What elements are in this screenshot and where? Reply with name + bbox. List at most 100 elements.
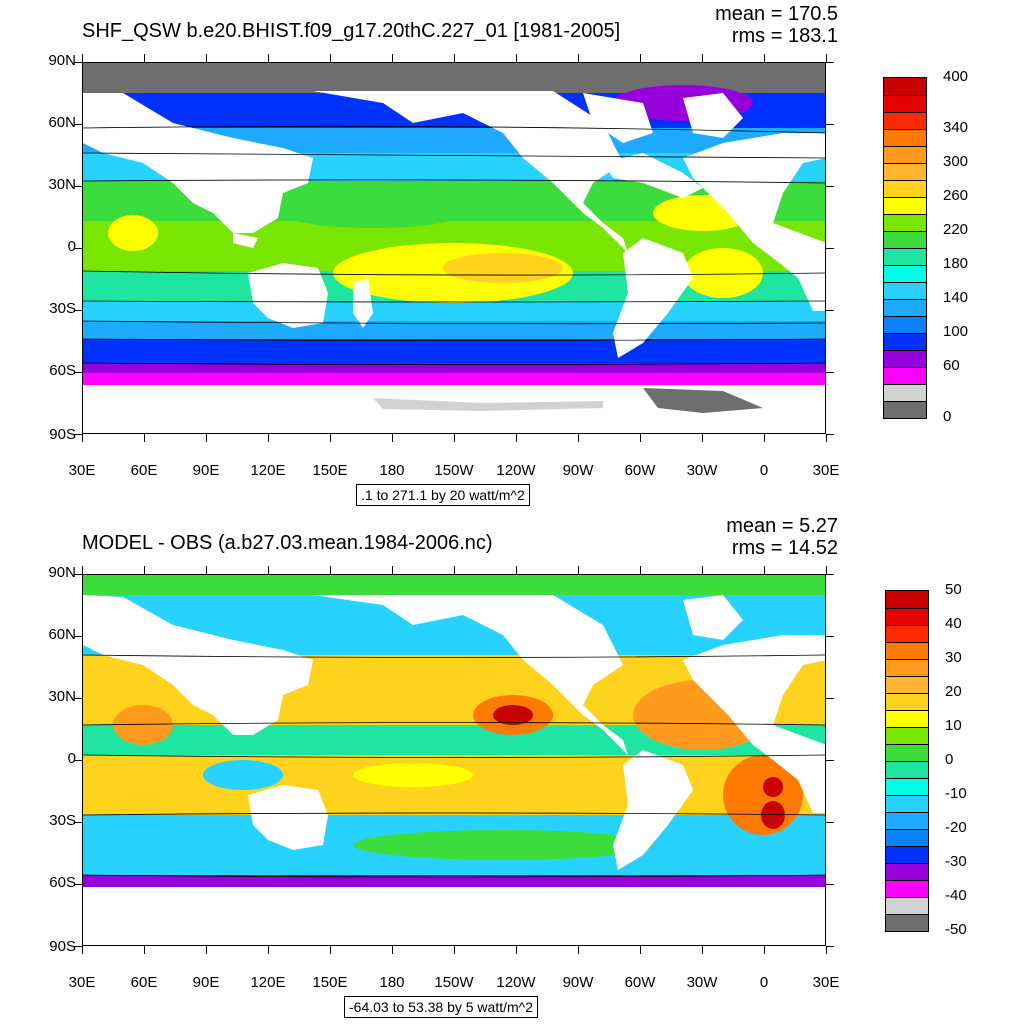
colorbar-segment [884,282,926,299]
colorbar-label: 50 [945,581,962,598]
colorbar-label: 220 [943,221,969,238]
lon-tick [392,434,393,442]
lon-tick [268,54,269,62]
colorbar-segment [886,642,928,659]
lon-tick [268,566,269,574]
lat-tick [826,248,834,249]
colorbar-segment [884,112,926,129]
lon-label: 0 [759,974,769,991]
lat-tick [74,248,82,249]
colorbar-label: 0 [943,408,952,425]
lat-tick [826,636,834,637]
lon-label: 30E [68,974,96,991]
colorbar-segment [884,265,926,282]
lon-label: 180 [379,462,405,479]
lat-label: 90S [49,426,76,443]
lat-tick [826,186,834,187]
colorbar-label: 400 [943,68,969,85]
colorbar-label: 340 [943,119,969,136]
lon-tick [392,54,393,62]
colorbar-segment [884,401,926,418]
lat-tick [826,310,834,311]
lat-label: 30S [49,812,76,829]
lat-tick [74,946,82,947]
lat-label: 90S [49,938,76,955]
colorbar [883,77,927,419]
map-plot [82,62,826,434]
colorbar-label: -40 [945,887,967,904]
colorbar-segment [884,78,926,95]
lon-tick [144,54,145,62]
lon-tick [578,434,579,442]
lon-tick [516,54,517,62]
colorbar-label: 20 [945,683,962,700]
colorbar-label: -20 [945,819,967,836]
colorbar-segment [886,778,928,795]
lon-tick [82,946,83,954]
colorbar-label: 100 [943,323,969,340]
lon-label: 90E [192,974,220,991]
contour-info-caption: -64.03 to 53.38 by 5 watt/m^2 [344,996,539,1018]
lon-tick [764,946,765,954]
colorbar-label: 260 [943,187,969,204]
lat-label: 60N [48,114,76,131]
colorbar-segment [886,693,928,710]
lat-tick [826,372,834,373]
lon-label: 150W [434,462,474,479]
lon-tick [330,434,331,442]
lat-label: 30S [49,300,76,317]
lon-tick [578,54,579,62]
lon-label: 180 [379,974,405,991]
lat-tick [74,822,82,823]
lon-tick [764,434,765,442]
lon-label: 30E [812,462,840,479]
panel-model-minus-obs: MODEL - OBS (a.b27.03.mean.1984-2006.nc)… [0,512,1024,1024]
colorbar-segment [886,727,928,744]
colorbar-segment [886,812,928,829]
lon-tick [640,54,641,62]
lon-tick [330,54,331,62]
colorbar-label: 0 [945,751,954,768]
lat-label: 0 [67,238,76,255]
colorbar-segment [884,316,926,333]
lon-tick [206,566,207,574]
lat-label: 60S [49,362,76,379]
map-field [83,63,825,433]
lat-tick [74,310,82,311]
lon-label: 30W [686,974,718,991]
lon-label: 90E [192,462,220,479]
mean-value: mean = 170.5 [715,3,838,25]
colorbar-label: -30 [945,853,967,870]
lon-tick [454,434,455,442]
colorbar-segment [886,676,928,693]
lon-label: 0 [759,462,769,479]
lon-label: 150E [312,462,348,479]
lat-label: 0 [67,750,76,767]
lon-tick [578,566,579,574]
lon-tick [640,946,641,954]
lat-tick [826,698,834,699]
lat-tick [74,760,82,761]
colorbar-segment [884,214,926,231]
lon-tick [578,946,579,954]
lon-label: 60E [130,462,158,479]
colorbar-label: 300 [943,153,969,170]
lon-tick [82,434,83,442]
colorbar-segment [884,384,926,401]
map-plot [82,574,826,946]
colorbar-segment [886,829,928,846]
colorbar-segment [886,625,928,642]
colorbar-segment [886,710,928,727]
lon-tick [516,434,517,442]
lat-tick [826,62,834,63]
colorbar-segment [884,333,926,350]
lon-tick [206,54,207,62]
lon-tick [702,54,703,62]
lon-label: 30E [68,462,96,479]
lon-label: 150W [434,974,474,991]
colorbar-label: -50 [945,921,967,938]
colorbar-segment [886,591,928,608]
lon-tick [826,434,827,442]
lon-label: 60W [624,974,656,991]
lon-tick [144,566,145,574]
